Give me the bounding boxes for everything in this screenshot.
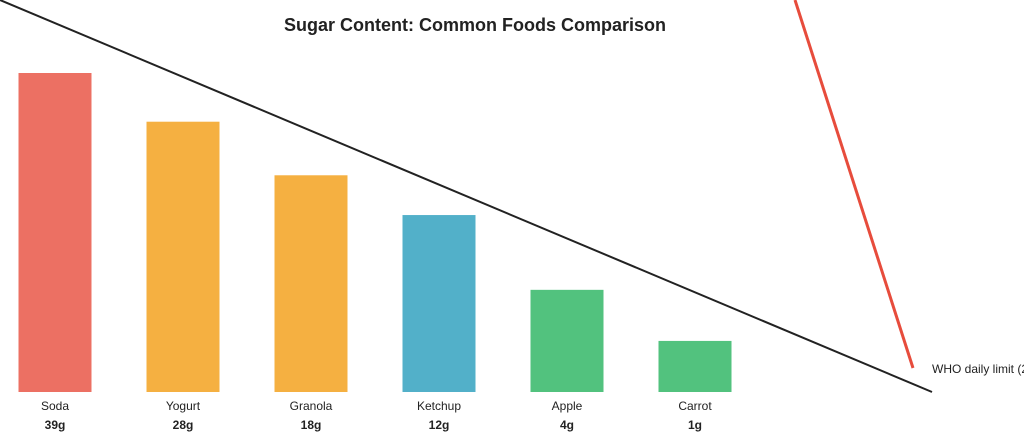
bar: [658, 340, 732, 392]
chart-title: Sugar Content: Common Foods Comparison: [284, 15, 666, 35]
value-label: 18g: [301, 418, 322, 432]
bar: [274, 175, 348, 392]
value-label: 12g: [429, 418, 450, 432]
value-label: 39g: [45, 418, 66, 432]
annotation: WHO daily limit (2: [932, 362, 1024, 376]
value-label: 1g: [688, 418, 702, 432]
bar: [530, 289, 604, 392]
x-tick-label: Granola: [290, 399, 333, 413]
bar: [402, 215, 476, 392]
x-tick-label: Ketchup: [417, 399, 461, 413]
trend-line: [0, 0, 933, 393]
bar: [146, 121, 220, 392]
limit-line: [793, 0, 915, 369]
x-tick-label: Apple: [552, 399, 583, 413]
x-tick-label: Yogurt: [166, 399, 201, 413]
value-label: 4g: [560, 418, 574, 432]
value-label: 28g: [173, 418, 194, 432]
x-tick-label: Soda: [41, 399, 69, 413]
x-tick-label: Carrot: [678, 399, 712, 413]
bar: [18, 73, 92, 392]
